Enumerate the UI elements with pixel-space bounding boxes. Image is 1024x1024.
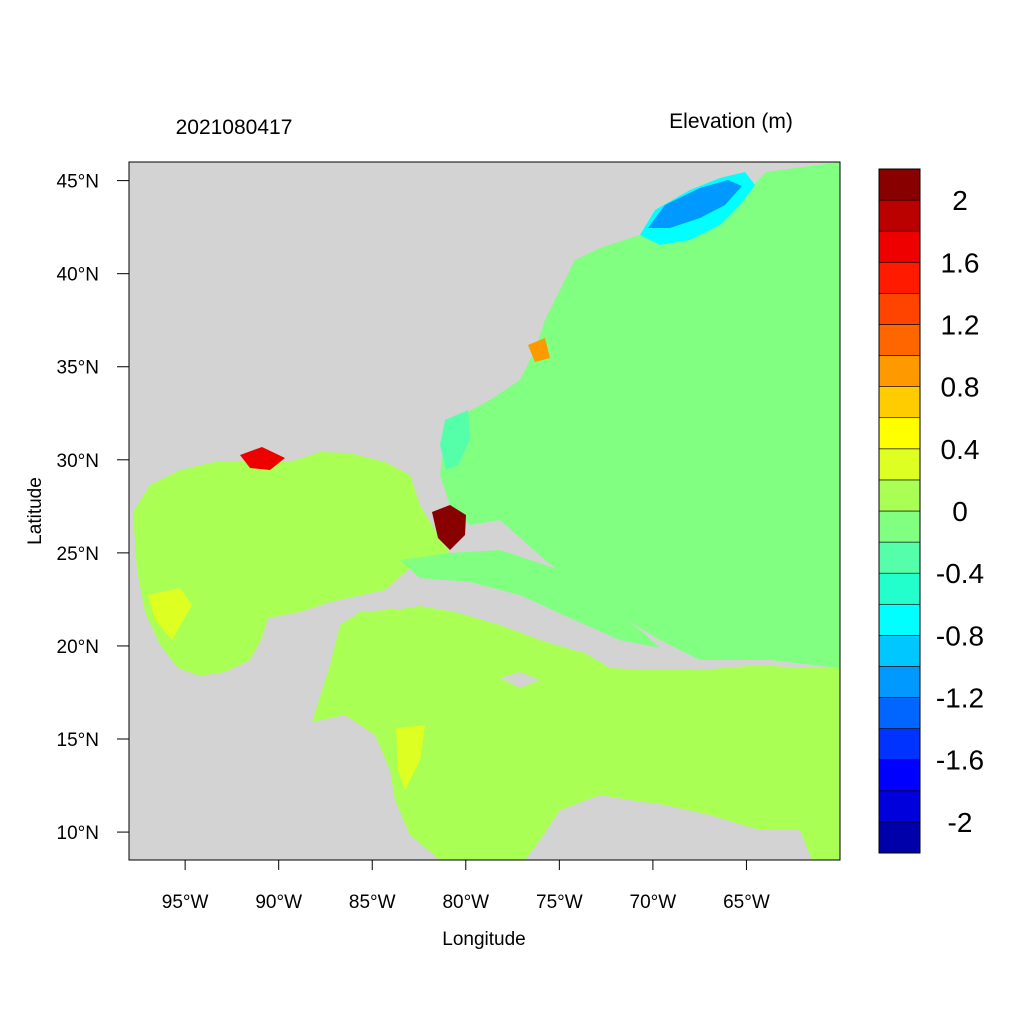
colorbar-label: 0.4 — [941, 434, 980, 465]
colorbar-swatch — [878, 448, 921, 481]
x-tick-label: 90°W — [255, 892, 302, 913]
gulf-of-maine-core — [648, 180, 742, 228]
y-axis-label: Latitude — [25, 477, 46, 545]
colorbar-label: -0.4 — [936, 558, 984, 589]
gulf-of-mexico — [133, 452, 450, 676]
east-florida-shelf-anomaly — [440, 410, 470, 470]
timestamp-title: 2021080417 — [176, 116, 293, 139]
colorbar-label: 1.2 — [941, 309, 980, 340]
atlantic-ocean — [440, 162, 840, 668]
colorbar-frame — [878, 168, 921, 854]
louisiana-surge — [240, 447, 285, 470]
outer-banks-surge — [528, 338, 550, 362]
colorbar-label: -0.8 — [936, 620, 984, 651]
colorbar-swatch — [878, 821, 921, 854]
caribbean-sea — [312, 600, 840, 860]
colorbar-swatch — [878, 479, 921, 512]
y-axis: 45°N 40°N 35°N 30°N 25°N 20°N 15°N 10°N — [57, 172, 129, 844]
map-panel — [129, 162, 840, 860]
yucatan-anomaly — [396, 725, 425, 790]
colorbar-label: 0 — [952, 496, 968, 527]
colorbar-swatch — [878, 293, 921, 325]
y-tick-label: 25°N — [57, 544, 99, 565]
colorbar-label: 0.8 — [941, 372, 980, 403]
y-tick-label: 30°N — [57, 451, 99, 472]
colorbar-swatch — [878, 728, 921, 761]
y-tick-label: 45°N — [57, 172, 99, 193]
colorbar-swatch — [878, 417, 921, 450]
x-tick-label: 65°W — [723, 892, 770, 913]
x-tick-label: 75°W — [536, 892, 583, 913]
colorbar-swatch — [878, 261, 921, 294]
x-axis-label: Longitude — [442, 929, 525, 950]
colorbar-swatch — [878, 168, 921, 201]
colorbar-label: -2 — [948, 807, 973, 838]
west-gulf-anomaly — [148, 588, 192, 640]
colorbar-swatch — [878, 230, 921, 263]
x-tick-label: 80°W — [442, 892, 489, 913]
colorbar-swatch — [878, 635, 921, 667]
colorbar-swatch — [878, 572, 921, 605]
colorbar-swatch — [878, 386, 921, 419]
colorbar-label: 1.6 — [941, 247, 980, 278]
x-tick-label: 85°W — [349, 892, 396, 913]
florida-surge — [432, 505, 466, 550]
jamaica — [500, 672, 540, 688]
x-tick-label: 95°W — [162, 892, 209, 913]
colorbar-swatch — [878, 790, 921, 823]
colorbar-label: 2 — [952, 185, 968, 216]
cuba — [382, 590, 605, 652]
colorbar-swatch — [878, 697, 921, 729]
colorbar-swatch — [878, 510, 921, 543]
colorbar-swatch — [878, 199, 921, 232]
colorbar-swatch — [878, 759, 921, 792]
colorbar: -2 -1.6 -1.2 -0.8 -0.4 0 0.4 0.8 1.2 1.6 2 — [878, 168, 984, 854]
hispaniola — [590, 645, 690, 668]
colorbar-swatch — [878, 355, 921, 387]
colorbar-label: -1.6 — [936, 745, 984, 776]
x-tick-label: 70°W — [630, 892, 677, 913]
x-axis: 95°W 90°W 85°W 80°W 75°W 70°W 65°W — [162, 860, 770, 913]
colorbar-swatch — [878, 603, 921, 636]
colorbar-swatch — [878, 541, 921, 574]
variable-title: Elevation (m) — [669, 110, 793, 133]
y-tick-label: 10°N — [57, 823, 99, 844]
y-tick-label: 35°N — [57, 358, 99, 379]
colorbar-swatch — [878, 666, 921, 698]
colorbar-label: -1.2 — [936, 683, 984, 714]
plot-frame — [128, 161, 841, 861]
y-tick-label: 15°N — [57, 730, 99, 751]
bahamas-anomaly — [400, 550, 660, 648]
y-tick-label: 40°N — [57, 265, 99, 286]
colorbar-swatch — [878, 324, 921, 356]
y-tick-label: 20°N — [57, 637, 99, 658]
